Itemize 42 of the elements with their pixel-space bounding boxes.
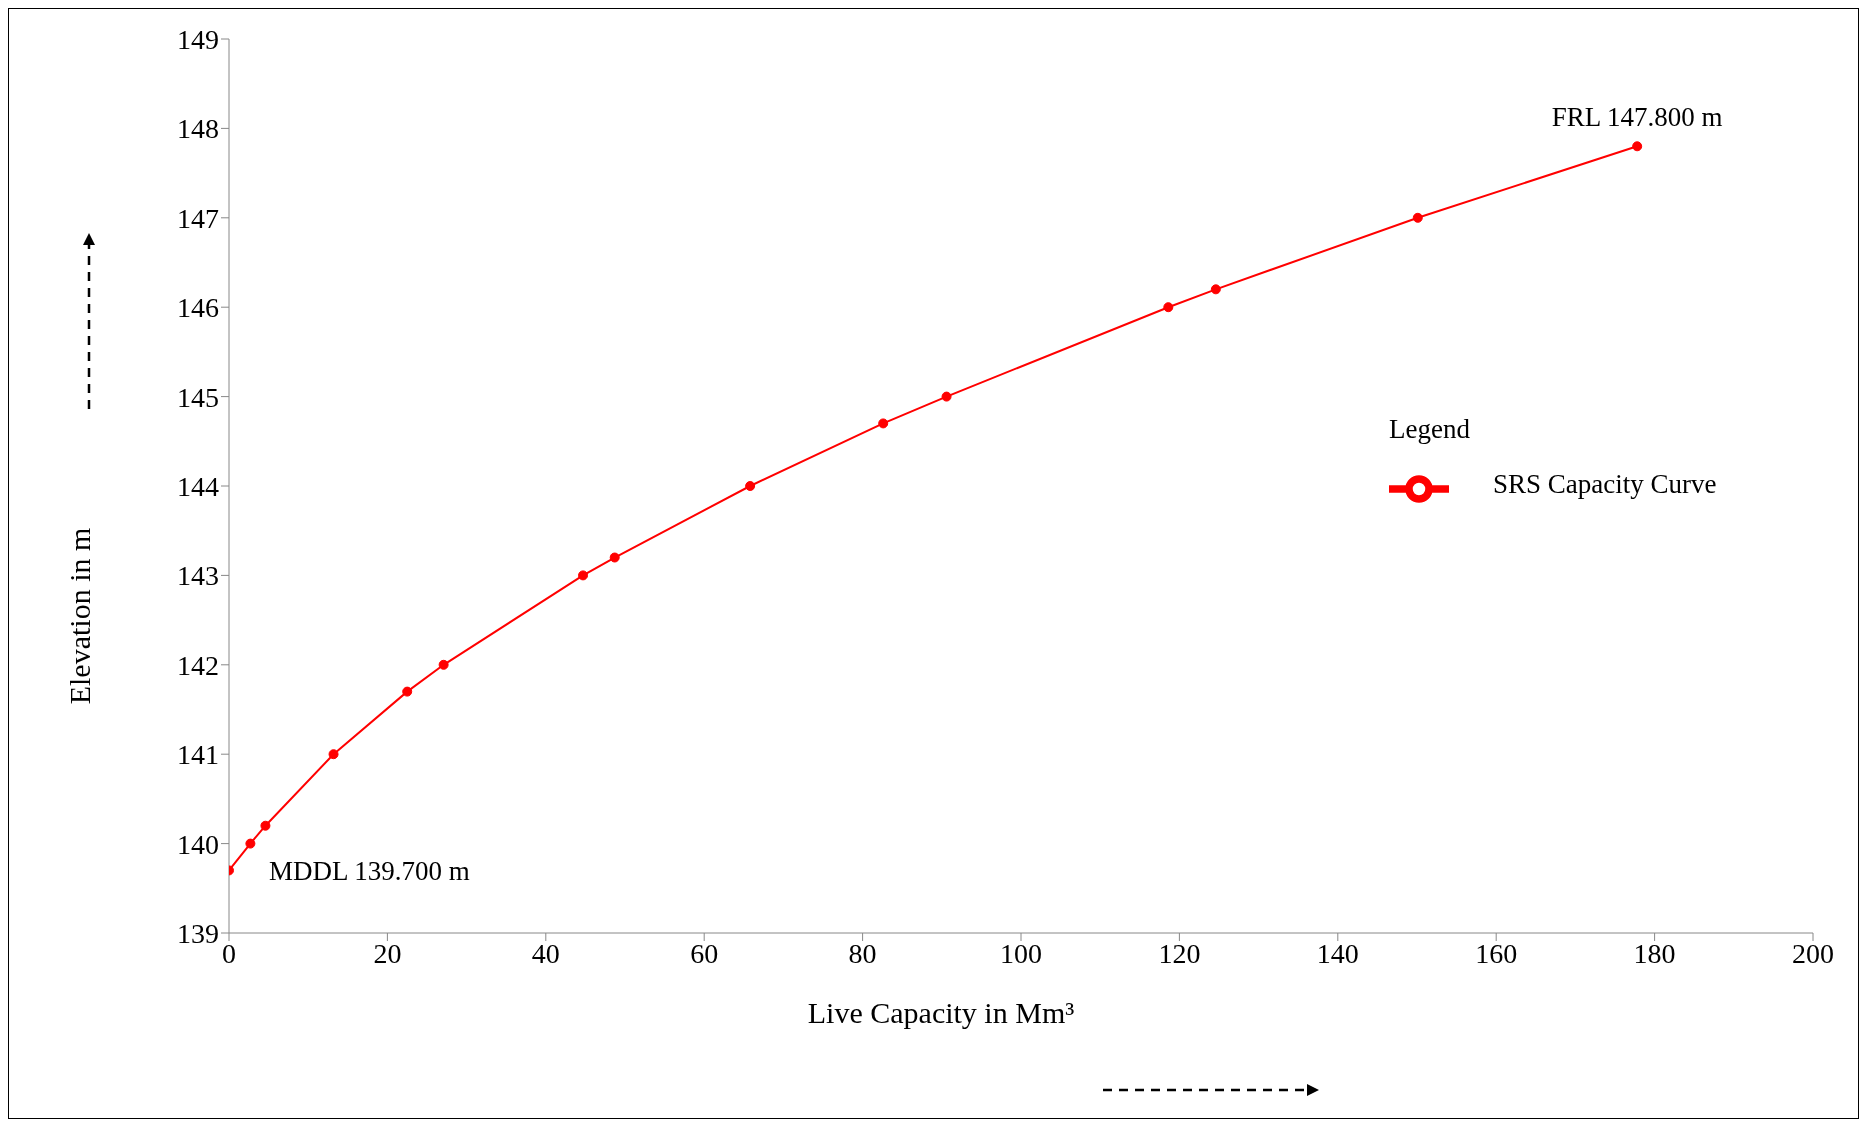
x-tick-label: 20	[373, 937, 402, 969]
annotation: MDDL 139.700 m	[269, 856, 470, 887]
x-tick-label: 0	[222, 937, 236, 969]
point	[402, 686, 413, 697]
y-tick-label: 146	[177, 292, 219, 324]
y-tick-label: 142	[177, 649, 219, 681]
y-tick-label: 140	[177, 828, 219, 860]
legend-title: Legend	[1389, 414, 1470, 445]
x-tick-label: 40	[531, 937, 560, 969]
x-tick-label: 120	[1158, 937, 1201, 969]
y-tick-label: 147	[177, 202, 219, 234]
point	[609, 552, 620, 563]
point	[328, 749, 339, 760]
point	[941, 391, 952, 402]
y-tick-label: 143	[177, 560, 219, 592]
y-tick-label: 148	[177, 113, 219, 145]
point	[1412, 212, 1423, 223]
point	[260, 820, 271, 831]
x-tick-label: 80	[848, 937, 877, 969]
x-tick-label: 200	[1792, 937, 1834, 969]
annotation: FRL 147.800 m	[1551, 102, 1723, 133]
x-tick-label: 140	[1316, 937, 1359, 969]
point	[1163, 302, 1174, 313]
x-tick-label: 60	[690, 937, 719, 969]
point	[745, 481, 756, 491]
point	[878, 418, 889, 429]
point	[1632, 141, 1643, 152]
y-axis-title: Elevation in m	[62, 527, 96, 705]
x-tick-label: 180	[1633, 937, 1676, 969]
point	[245, 838, 256, 849]
y-tick-label: 141	[177, 739, 219, 771]
y-tick-label: 149	[177, 23, 219, 55]
x-tick-label: 100	[1000, 937, 1042, 969]
x-axis-title: Live Capacity in Mm³	[807, 996, 1075, 1029]
point	[1210, 284, 1221, 295]
legend-label: SRS Capacity Curve	[1493, 468, 1717, 499]
point	[578, 570, 589, 581]
point	[438, 659, 449, 670]
y-tick-label: 139	[177, 917, 219, 949]
y-tick-label: 144	[177, 470, 219, 502]
y-tick-label: 145	[177, 381, 219, 413]
x-tick-label: 160	[1475, 937, 1518, 969]
